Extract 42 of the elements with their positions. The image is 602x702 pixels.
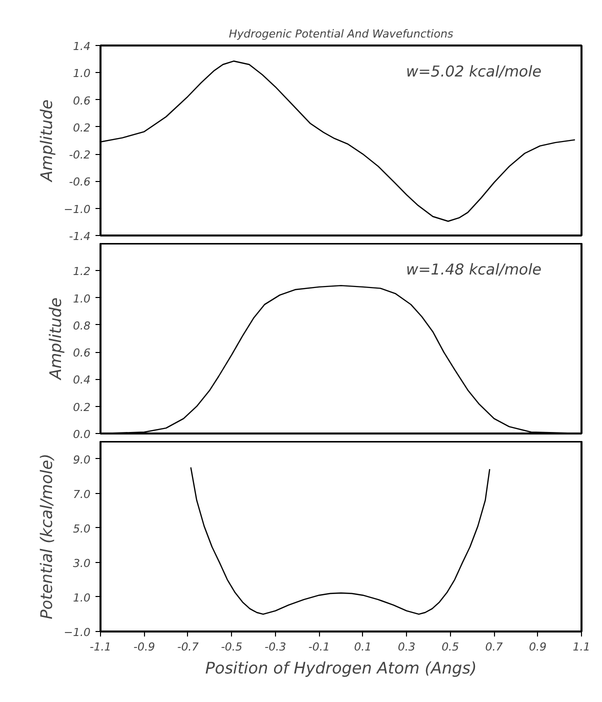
y-tick-label: −1.0 <box>64 202 91 216</box>
y-tick-label: 0.0 <box>73 428 91 441</box>
line-series <box>190 466 490 615</box>
x-tick-label: -0.7 <box>177 640 199 654</box>
y-tick-label: 1.0 <box>73 67 91 80</box>
x-tick-label: -0.1 <box>308 640 330 654</box>
y-tick-label: 0.2 <box>73 121 91 134</box>
y-tick-label: 1.0 <box>73 292 91 306</box>
y-tick-label: -1.4 <box>69 230 91 243</box>
y-tick-label: 0.8 <box>73 319 91 332</box>
y-tick-label: 0.6 <box>73 346 91 360</box>
y-tick-label: 0.2 <box>73 400 91 414</box>
line-series <box>100 60 576 222</box>
y-tick-label: -0.2 <box>69 148 91 162</box>
annotation: w=1.48 kcal/mole <box>406 260 542 278</box>
x-tick-label: -0.9 <box>133 640 155 654</box>
y-tick-label: −1.0 <box>64 626 91 639</box>
x-tick-label: -0.3 <box>264 640 286 654</box>
x-tick-label: 0.1 <box>354 640 372 654</box>
y-tick-label: 0.4 <box>73 374 91 387</box>
y-tick-label: 1.2 <box>73 265 91 278</box>
y-tick-label: 7.0 <box>73 488 91 501</box>
y-tick-label: 1.0 <box>73 591 91 604</box>
x-tick-label: 0.9 <box>529 640 547 654</box>
y-axis-title: Potential (kcal/mole) <box>36 454 56 620</box>
x-tick-label: 0.3 <box>398 640 416 654</box>
x-tick-label: 0.7 <box>485 640 503 654</box>
x-tick-label: -0.5 <box>220 640 242 654</box>
y-tick-label: 1.4 <box>73 40 91 53</box>
annotation: w=5.02 kcal/mole <box>406 62 542 80</box>
y-tick-label: 0.6 <box>73 94 91 108</box>
x-tick-label: 0.5 <box>442 640 460 654</box>
y-axis-title: Amplitude <box>46 297 66 380</box>
chart-title: Hydrogenic Potential And Wavefunctions <box>228 28 454 40</box>
y-axis-title: Amplitude <box>36 99 56 182</box>
x-tick-label: 1.1 <box>572 640 590 654</box>
y-tick-label: 9.0 <box>73 453 91 466</box>
y-tick-label: 5.0 <box>73 522 91 536</box>
x-tick-label: -1.1 <box>90 640 112 654</box>
x-axis-title: Position of Hydrogen Atom (Angs) <box>205 658 477 678</box>
y-tick-label: 3.0 <box>73 556 91 570</box>
y-tick-label: -0.6 <box>69 176 91 189</box>
